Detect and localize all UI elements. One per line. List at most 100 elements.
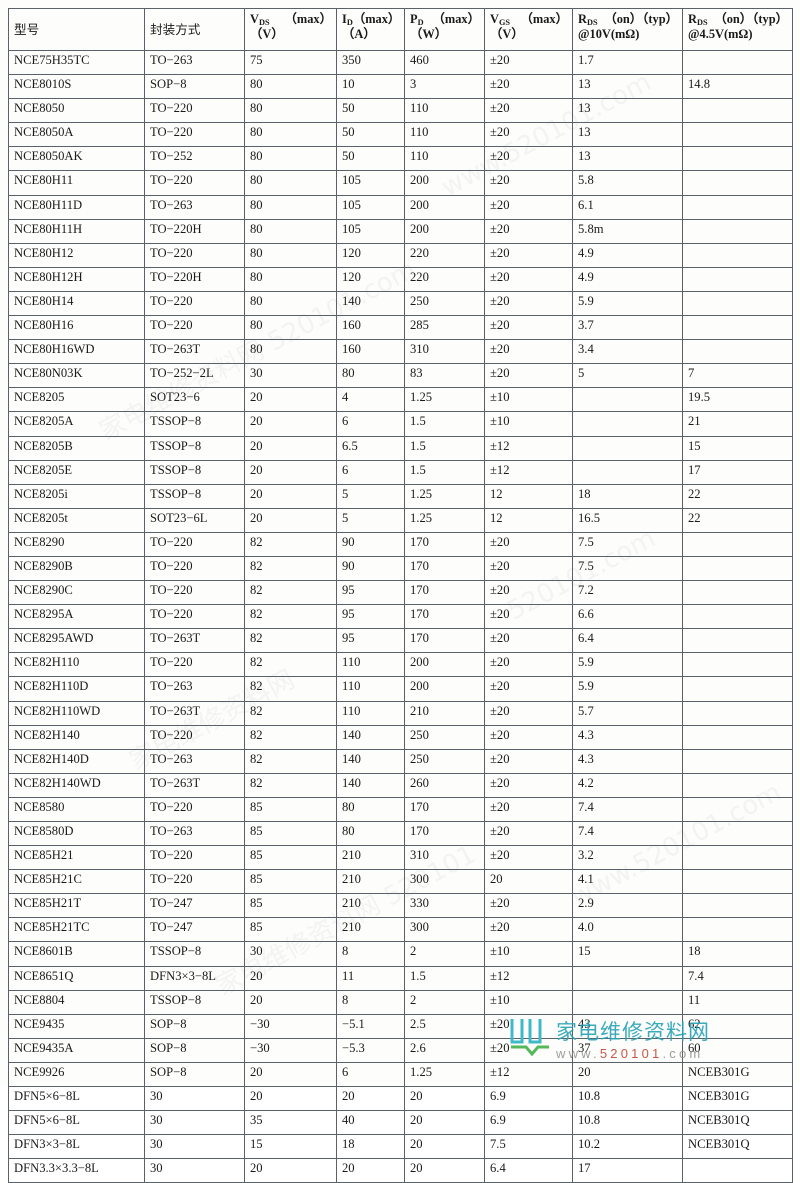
cell-vgs: ±20 — [484, 796, 573, 823]
cell-vgs: ±12 — [484, 435, 573, 461]
table-row: DFN3×3−8L 30 15 18 20 7.5 10.2 NCEB301Q — [8, 1134, 793, 1160]
cell-rds10: 5.9 — [572, 290, 683, 317]
cell-vds: 80 — [244, 194, 337, 220]
cell-rds45: 21 — [682, 411, 793, 437]
cell-vgs: ±20 — [484, 49, 573, 76]
cell-id: −5.3 — [336, 1037, 405, 1063]
cell-rds10: 7.2 — [572, 580, 683, 606]
cell-pd: 20 — [404, 1110, 485, 1136]
cell-pd: 2.6 — [404, 1037, 485, 1063]
cell-rds10: 5 — [572, 363, 683, 389]
cell-vds: 85 — [244, 845, 337, 871]
cell-rds10: 13 — [572, 74, 683, 100]
cell-vds: 80 — [244, 339, 337, 365]
cell-rds45: NCEB301Q — [682, 1110, 793, 1136]
table-row: NCE82H140 TO−220 82 140 250 ±20 4.3 — [8, 724, 793, 750]
cell-pd: 20 — [404, 1158, 485, 1183]
cell-model: NCE80H16WD — [8, 339, 145, 365]
cell-pd: 1.5 — [404, 411, 485, 437]
cell-vgs: ±20 — [484, 580, 573, 606]
cell-rds45 — [682, 339, 793, 365]
document-page: 家电维修资料网 520101.com www.520101.com 家电维修资料… — [8, 8, 793, 1183]
cell-vds: 20 — [244, 459, 337, 485]
cell-rds45: 62 — [682, 1013, 793, 1039]
cell-model: NCE8050 — [8, 98, 145, 124]
cell-rds10: 18 — [572, 483, 683, 509]
cell-pd: 285 — [404, 315, 485, 341]
column-header-package-label: 封装方式 — [150, 22, 201, 37]
cell-rds10: 13 — [572, 122, 683, 148]
cell-model: DFN5×6−8L — [8, 1086, 145, 1112]
cell-model: NCE8290C — [8, 580, 145, 606]
table-row: NCE80H14 TO−220 80 140 250 ±20 5.9 — [8, 290, 793, 317]
cell-model: NCE8050AK — [8, 146, 145, 172]
cell-vgs: ±20 — [484, 266, 573, 292]
column-header-rds45-unit: @4.5V(mΩ) — [688, 26, 753, 41]
cell-pd: 110 — [404, 98, 485, 124]
cell-vds: 80 — [244, 242, 337, 268]
cell-model: NCE8205A — [8, 411, 145, 437]
cell-model: NCE85H21TC — [8, 917, 145, 943]
cell-vgs: ±20 — [484, 339, 573, 365]
table-row: NCE8205A TSSOP−8 20 6 1.5 ±10 21 — [8, 411, 793, 437]
cell-id: 210 — [336, 869, 405, 895]
cell-vgs: ±20 — [484, 700, 573, 726]
cell-package: SOP−8 — [144, 1037, 245, 1063]
cell-id: 110 — [336, 700, 405, 726]
cell-pd: 1.5 — [404, 965, 485, 991]
cell-pd: 210 — [404, 700, 485, 726]
cell-package: TO−220 — [144, 652, 245, 678]
cell-rds45 — [682, 315, 793, 341]
cell-rds10: 5.7 — [572, 700, 683, 726]
cell-id: 4 — [336, 387, 405, 413]
cell-id: 120 — [336, 242, 405, 268]
table-row: NCE8205i TSSOP−8 20 5 1.25 12 18 22 — [8, 483, 793, 509]
cell-pd: 250 — [404, 724, 485, 750]
cell-pd: 20 — [404, 1086, 485, 1112]
cell-id: 110 — [336, 652, 405, 678]
cell-rds45 — [682, 555, 793, 582]
cell-pd: 300 — [404, 917, 485, 943]
cell-vgs: ±20 — [484, 315, 573, 341]
cell-rds10: 10.2 — [572, 1134, 683, 1160]
cell-id: 210 — [336, 917, 405, 943]
mosfet-spec-table: 型号 封装方式 VDS （max） （V） ID — [8, 8, 793, 1183]
cell-model: NCE9435 — [8, 1013, 145, 1039]
subscript-gs: GS — [498, 18, 511, 27]
cell-model: NCE8205 — [8, 387, 145, 413]
cell-pd: 260 — [404, 772, 485, 798]
cell-rds10: 10.8 — [572, 1086, 683, 1112]
cell-vds: 35 — [244, 1110, 337, 1136]
cell-rds10: 16.5 — [572, 507, 683, 533]
cell-pd: 310 — [404, 845, 485, 871]
cell-model: NCE85H21C — [8, 869, 145, 895]
cell-id: 90 — [336, 555, 405, 582]
cell-model: NCE8651Q — [8, 965, 145, 991]
cell-rds45: 17 — [682, 459, 793, 485]
cell-rds10: 2.9 — [572, 893, 683, 919]
cell-id: 40 — [336, 1110, 405, 1136]
cell-model: NCE8205E — [8, 459, 145, 485]
cell-vds: 80 — [244, 266, 337, 292]
cell-model: NCE8295AWD — [8, 628, 145, 654]
cell-rds10: 4.3 — [572, 748, 683, 774]
cell-vds: 30 — [244, 941, 337, 967]
cell-pd: 110 — [404, 146, 485, 172]
cell-model: NCE8804 — [8, 989, 145, 1015]
cell-vgs: ±20 — [484, 893, 573, 919]
cell-id: 105 — [336, 170, 405, 196]
cell-rds45 — [682, 917, 793, 943]
cell-pd: 220 — [404, 266, 485, 292]
column-header-vds-qualifier: （max） — [284, 12, 333, 26]
cell-pd: 20 — [404, 1134, 485, 1160]
cell-rds45 — [682, 772, 793, 798]
column-header-id-qualifier: （max） — [352, 12, 401, 26]
cell-vds: 80 — [244, 122, 337, 148]
subscript-d: D — [417, 18, 424, 27]
cell-rds10: 1.7 — [572, 49, 683, 76]
cell-id: 140 — [336, 748, 405, 774]
cell-vds: 30 — [244, 363, 337, 389]
cell-rds10: 7.5 — [572, 555, 683, 582]
table-row: NCE85H21T TO−247 85 210 330 ±20 2.9 — [8, 893, 793, 919]
cell-pd: 3 — [404, 74, 485, 100]
